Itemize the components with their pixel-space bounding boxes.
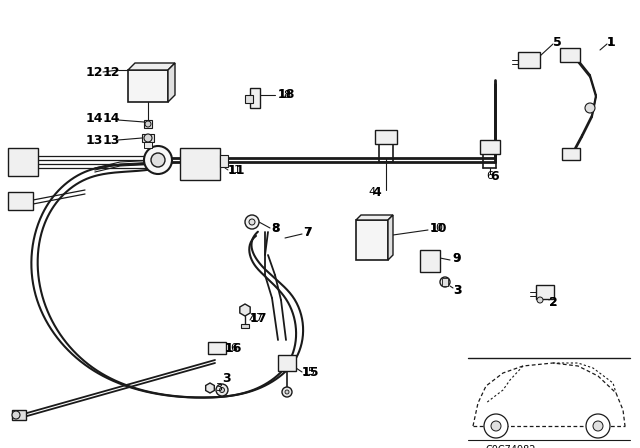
Bar: [142, 134, 154, 142]
Text: 13: 13: [103, 134, 120, 146]
Text: C0C74982: C0C74982: [486, 445, 536, 448]
Circle shape: [537, 297, 543, 303]
Text: 9: 9: [452, 251, 461, 264]
Circle shape: [593, 421, 603, 431]
Bar: [220, 155, 228, 167]
Bar: [536, 285, 554, 299]
Text: 8: 8: [271, 223, 278, 233]
Circle shape: [12, 411, 20, 419]
Circle shape: [585, 103, 595, 113]
Polygon shape: [168, 63, 175, 102]
Text: 5: 5: [553, 35, 562, 48]
Text: 6: 6: [490, 169, 499, 182]
Text: 3: 3: [215, 383, 222, 393]
Polygon shape: [388, 215, 393, 260]
Circle shape: [145, 121, 151, 127]
Polygon shape: [240, 304, 250, 316]
Bar: [356, 220, 388, 260]
Bar: [375, 130, 397, 144]
Text: 3: 3: [222, 371, 230, 384]
Bar: [420, 250, 440, 272]
Text: 3: 3: [453, 284, 461, 297]
Bar: [208, 342, 226, 354]
Text: 16: 16: [225, 343, 239, 353]
Bar: [8, 192, 33, 210]
Text: 14: 14: [86, 112, 103, 125]
Text: 16: 16: [225, 341, 243, 354]
Bar: [560, 48, 580, 62]
Text: 3: 3: [453, 285, 460, 295]
Text: 4: 4: [372, 185, 381, 198]
Text: 8: 8: [271, 221, 280, 234]
Text: 12: 12: [103, 65, 120, 78]
Text: 1: 1: [607, 37, 614, 47]
Text: 15: 15: [302, 366, 319, 379]
Text: 4: 4: [369, 187, 376, 197]
Polygon shape: [205, 383, 214, 393]
Circle shape: [285, 390, 289, 394]
Bar: [518, 52, 540, 68]
Circle shape: [220, 388, 225, 392]
Circle shape: [249, 219, 255, 225]
Text: 15: 15: [302, 367, 316, 377]
Text: 7: 7: [303, 225, 312, 238]
Text: 11: 11: [228, 164, 246, 177]
Bar: [480, 140, 500, 154]
Bar: [144, 142, 152, 148]
Text: 11: 11: [228, 165, 242, 175]
Circle shape: [443, 280, 447, 284]
Text: 18: 18: [278, 89, 296, 102]
Text: 1: 1: [607, 35, 616, 48]
Circle shape: [586, 414, 610, 438]
Bar: [180, 148, 220, 180]
Bar: [8, 148, 38, 176]
Text: 2: 2: [549, 297, 556, 307]
Circle shape: [245, 215, 259, 229]
Circle shape: [144, 134, 152, 142]
Text: 18: 18: [278, 90, 292, 100]
Text: 14: 14: [103, 112, 120, 125]
Text: 17: 17: [250, 311, 268, 324]
Bar: [442, 278, 448, 286]
Bar: [250, 88, 260, 108]
Circle shape: [484, 414, 508, 438]
Bar: [562, 148, 580, 160]
Text: 10: 10: [430, 223, 444, 233]
Text: 7: 7: [303, 227, 310, 237]
Text: 9: 9: [452, 253, 459, 263]
Circle shape: [151, 153, 165, 167]
Circle shape: [216, 384, 228, 396]
Bar: [128, 70, 168, 102]
Text: 6: 6: [486, 171, 493, 181]
Circle shape: [491, 421, 501, 431]
Bar: [12, 410, 26, 420]
Text: 5: 5: [553, 37, 560, 47]
Text: 17: 17: [250, 313, 264, 323]
Polygon shape: [128, 63, 175, 70]
Circle shape: [144, 146, 172, 174]
Bar: [241, 324, 249, 328]
Polygon shape: [356, 215, 393, 220]
Text: 10: 10: [430, 221, 447, 234]
Text: 13: 13: [86, 134, 103, 146]
Text: 12: 12: [86, 65, 103, 78]
Text: 2: 2: [549, 296, 557, 309]
Circle shape: [282, 387, 292, 397]
Bar: [144, 120, 152, 128]
Bar: [245, 95, 253, 103]
Circle shape: [440, 277, 450, 287]
Bar: [278, 355, 296, 371]
